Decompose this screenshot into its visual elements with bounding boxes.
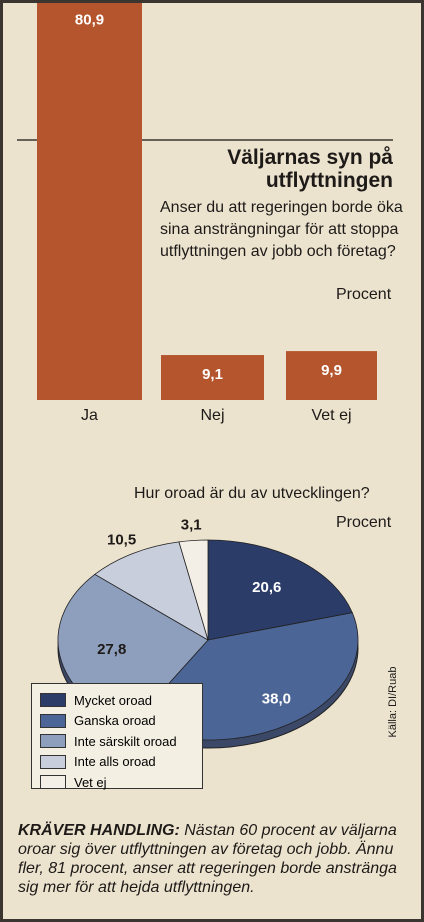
pie-chart-title: Hur oroad är du av utvecklingen?: [134, 485, 370, 502]
bar-chart-unit: Procent: [336, 286, 392, 303]
pie-chart-unit: Procent: [336, 514, 392, 531]
value-label: 10,5: [107, 531, 136, 548]
legend-label: Inte alls oroad: [74, 754, 156, 769]
bar-chart-subtitle: Anser du att regeringen borde öka sina a…: [160, 199, 403, 260]
legend-entry: Ganska oroad: [40, 713, 156, 728]
legend-label: Inte särskilt oroad: [74, 733, 177, 749]
legend-swatch: [40, 734, 66, 748]
value-label: 80,9: [75, 11, 104, 28]
x-tick-label: Ja: [81, 407, 98, 424]
x-tick-label: Nej: [200, 407, 224, 424]
x-tick-label: Vet ej: [311, 407, 351, 424]
legend-label: Mycket oroad: [74, 692, 153, 708]
bar: [286, 351, 377, 400]
value-label: 9,1: [202, 366, 223, 383]
value-label: 38,0: [262, 691, 291, 708]
value-label: 3,1: [181, 517, 202, 534]
legend-label: Ganska oroad: [74, 713, 156, 728]
legend-swatch: [40, 775, 66, 789]
legend-entry: Mycket oroad: [40, 692, 153, 708]
legend-entry: Vet ej: [40, 774, 107, 790]
legend-swatch: [40, 693, 66, 707]
legend-swatch: [40, 754, 66, 769]
bar-chart-title: Väljarnas syn på utflyttningen: [227, 146, 393, 192]
pie-slice: [94, 541, 209, 641]
value-label: 27,8: [97, 641, 126, 658]
caption: KRÄVER HANDLING: Nästan 60 procent av vä…: [18, 821, 413, 897]
caption-text: Nästan 60 procent av väljarna oroar sig …: [18, 822, 397, 896]
legend-label: Vet ej: [74, 774, 107, 790]
pie-slice: [178, 539, 209, 641]
bar: [161, 355, 264, 400]
value-label: 9,9: [321, 362, 342, 379]
legend-entry: Inte särskilt oroad: [40, 733, 177, 749]
value-label: 20,6: [252, 579, 281, 596]
caption-lead: KRÄVER HANDLING:: [18, 822, 180, 839]
bar: [37, 3, 142, 400]
legend-entry: Inte alls oroad: [40, 754, 156, 769]
legend: Mycket oroad Ganska oroad Inte särskilt or…: [31, 683, 203, 790]
source: Källa: DI/Ruab: [387, 666, 399, 738]
legend-swatch: [40, 713, 66, 728]
pie-slice: [207, 539, 353, 641]
